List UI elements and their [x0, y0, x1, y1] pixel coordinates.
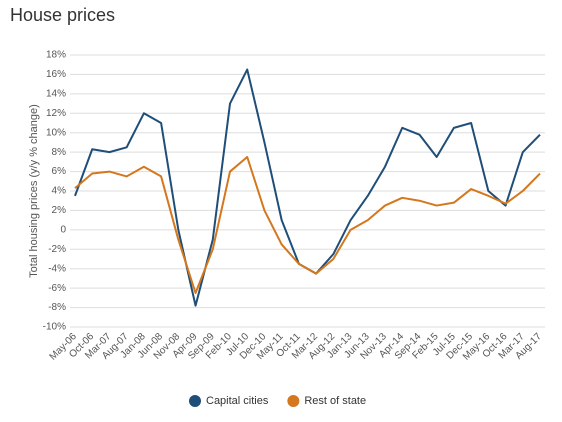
- y-tick-label: -2%: [48, 244, 66, 255]
- y-tick-label: -6%: [48, 283, 66, 294]
- y-tick-label: 14%: [46, 88, 66, 99]
- y-tick-label: -8%: [48, 302, 66, 313]
- y-tick-label: 18%: [46, 50, 66, 61]
- legend-label: Rest of state: [304, 395, 366, 407]
- series-line: [74, 68, 541, 307]
- y-tick-label: 10%: [46, 127, 66, 138]
- legend-label: Capital cities: [206, 395, 269, 407]
- y-tick-label: -10%: [43, 322, 66, 333]
- y-tick-label: 8%: [52, 147, 67, 158]
- y-tick-label: 0: [60, 224, 66, 235]
- y-tick-label: 4%: [52, 186, 67, 197]
- y-axis-title: Total housing prices (y/y % change): [28, 104, 40, 278]
- y-tick-label: 16%: [46, 69, 66, 80]
- y-tick-label: 12%: [46, 108, 66, 119]
- legend-marker: [189, 395, 201, 407]
- y-tick-label: 6%: [52, 166, 67, 177]
- legend-marker: [287, 395, 300, 407]
- y-tick-label: -4%: [48, 263, 66, 274]
- chart-title: House prices: [10, 5, 115, 25]
- series-line: [74, 156, 541, 294]
- y-tick-label: 2%: [52, 205, 67, 216]
